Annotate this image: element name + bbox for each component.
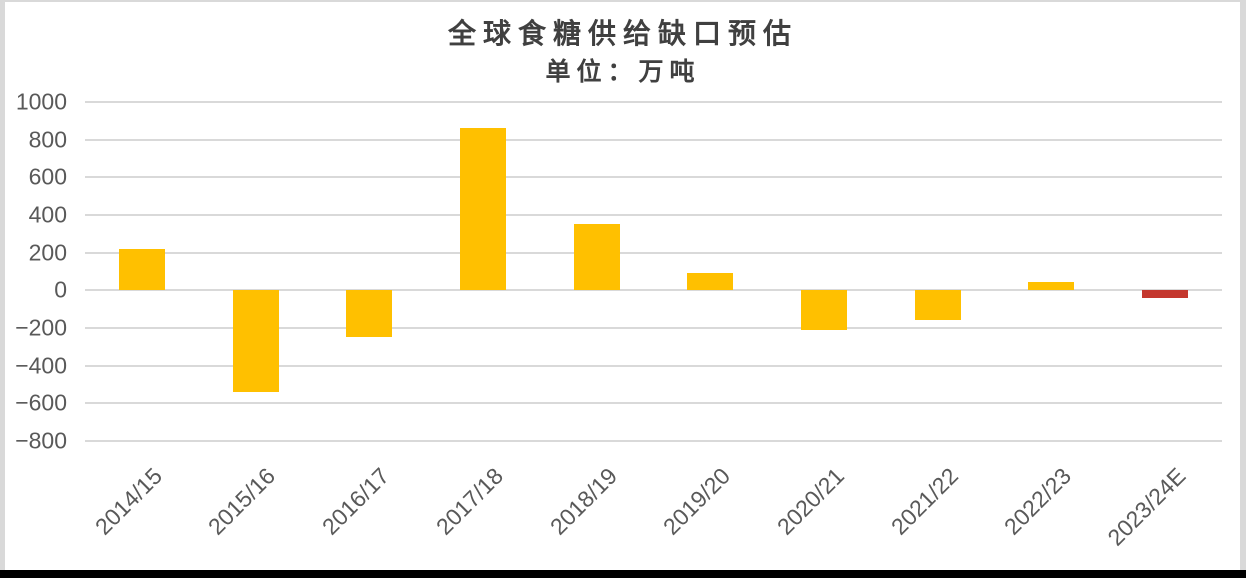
y-axis-tick-label: 200 — [28, 239, 67, 266]
x-axis-tick-label: 2019/20 — [658, 462, 736, 540]
x-axis-tick-label: 2022/23 — [999, 462, 1077, 540]
y-gridline — [85, 289, 1222, 292]
y-gridline — [85, 402, 1222, 405]
y-gridline — [85, 214, 1222, 216]
y-axis-tick-label: 400 — [28, 201, 67, 228]
x-axis-tick-label: 2020/21 — [771, 462, 850, 540]
y-gridline — [85, 440, 1222, 442]
y-axis-tick-label: −800 — [15, 427, 67, 454]
chart-title: 全球食糖供给缺口预估 — [447, 18, 798, 49]
y-axis-tick-label: 0 — [54, 276, 67, 303]
bar-2016-17 — [346, 290, 393, 338]
x-axis-tick-label: 2015/16 — [203, 462, 281, 540]
y-gridline — [85, 101, 1222, 103]
y-gridline — [85, 327, 1222, 329]
y-axis-tick-label: 1000 — [15, 88, 67, 115]
y-axis-tick-label: 800 — [28, 126, 67, 153]
bottom-divider-line — [0, 570, 1246, 578]
bar-2018-19 — [573, 224, 620, 291]
bar-2022-23 — [1028, 281, 1075, 291]
y-gridline — [85, 138, 1222, 141]
x-axis-tick-label: 2021/22 — [885, 462, 963, 540]
bar-2014-15 — [118, 248, 165, 291]
bar-2015-16 — [232, 290, 279, 393]
bar-2017-18 — [459, 128, 506, 291]
y-axis-tick-label: 600 — [28, 163, 67, 190]
screen-border-top — [0, 0, 1246, 2]
bar-2021-22 — [914, 290, 961, 321]
screen-border-left — [0, 0, 5, 570]
bar-2019-20 — [687, 273, 734, 291]
y-axis-tick-label: −600 — [15, 389, 67, 416]
x-axis-tick-label: 2017/18 — [430, 462, 508, 540]
x-axis-tick-label: 2016/17 — [317, 462, 395, 540]
y-axis-tick-label: −200 — [15, 314, 67, 341]
screen-border-right — [1240, 0, 1246, 570]
x-axis-tick-label: 2023/24E — [1102, 462, 1191, 551]
y-axis-tick-label: −400 — [15, 352, 67, 379]
x-axis-tick-label: 2018/19 — [544, 462, 622, 540]
y-gridline — [85, 251, 1222, 254]
x-axis-tick-label: 2014/15 — [89, 462, 167, 540]
y-gridline — [85, 176, 1222, 179]
y-gridline — [85, 364, 1222, 367]
bar-2023-24e — [1142, 290, 1189, 298]
bar-2020-21 — [801, 290, 848, 330]
chart-subtitle: 单位：万吨 — [545, 58, 701, 86]
